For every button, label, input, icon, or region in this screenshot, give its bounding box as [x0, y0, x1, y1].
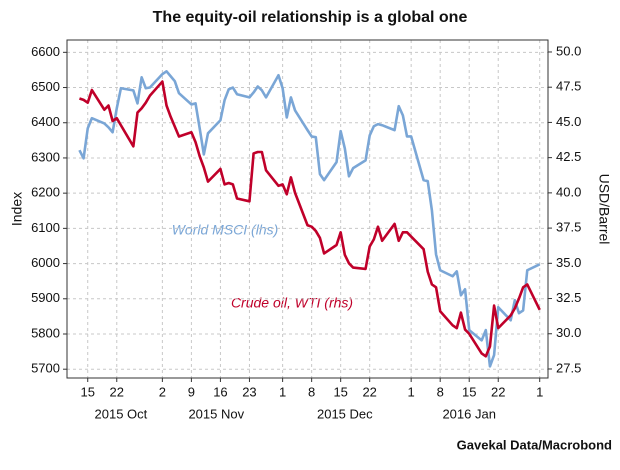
y2-tick-label: 37.5 [556, 220, 581, 235]
plot-frame [66, 39, 549, 379]
x-tick-label: 8 [308, 384, 315, 399]
series-line [79, 80, 541, 358]
x-tick-label: 16 [213, 384, 227, 399]
x-tick-label: 1 [279, 384, 286, 399]
x-month-label: 2016 Jan [442, 406, 496, 421]
x-tick-label: 22 [491, 384, 505, 399]
x-tick-label: 8 [437, 384, 444, 399]
y2-tick-label: 27.5 [556, 360, 581, 375]
y2-axis-label: USD/Barrel [596, 174, 612, 245]
x-tick-label: 1 [536, 384, 543, 399]
y-tick-label: 6500 [31, 79, 60, 94]
x-tick-label: 15 [462, 384, 476, 399]
source: Gavekal Data/Macrobond [457, 437, 612, 452]
y-tick-label: 5900 [31, 290, 60, 305]
x-month-label: 2015 Nov [188, 406, 244, 421]
annotation: World MSCI (lhs) [172, 222, 279, 238]
y2-tick-label: 42.5 [556, 149, 581, 164]
x-tick-label: 1 [408, 384, 415, 399]
y-tick-label: 5800 [31, 325, 60, 340]
y-tick-label: 6300 [31, 149, 60, 164]
x-tick-label: 23 [242, 384, 256, 399]
x-month-label: 2015 Dec [317, 406, 373, 421]
x-month-label: 2015 Oct [95, 406, 148, 421]
y-tick-label: 6100 [31, 220, 60, 235]
y2-tick-label: 30.0 [556, 325, 581, 340]
y2-tick-label: 35.0 [556, 255, 581, 270]
y-tick-label: 6200 [31, 185, 60, 200]
y-axis-label: Index [9, 192, 25, 226]
y2-tick-label: 40.0 [556, 184, 581, 199]
x-tick-label: 15 [333, 384, 347, 399]
x-tick-label: 9 [188, 384, 195, 399]
y-tick-label: 6400 [31, 114, 60, 129]
y2-tick-label: 32.5 [556, 290, 581, 305]
series-line [78, 70, 541, 368]
x-tick-label: 22 [110, 384, 124, 399]
annotation: Crude oil, WTI (rhs) [231, 295, 353, 311]
y2-tick-label: 50.0 [556, 43, 581, 58]
y-tick-label: 5700 [31, 361, 60, 376]
y2-tick-label: 47.5 [556, 79, 581, 94]
chart-title: The equity-oil relationship is a global … [153, 9, 468, 26]
x-tick-label: 22 [362, 384, 376, 399]
y-tick-label: 6000 [31, 255, 60, 270]
y-tick-label: 6600 [31, 44, 60, 59]
y2-tick-label: 45.0 [556, 114, 581, 129]
x-tick-label: 15 [80, 384, 94, 399]
x-tick-label: 2 [159, 384, 166, 399]
